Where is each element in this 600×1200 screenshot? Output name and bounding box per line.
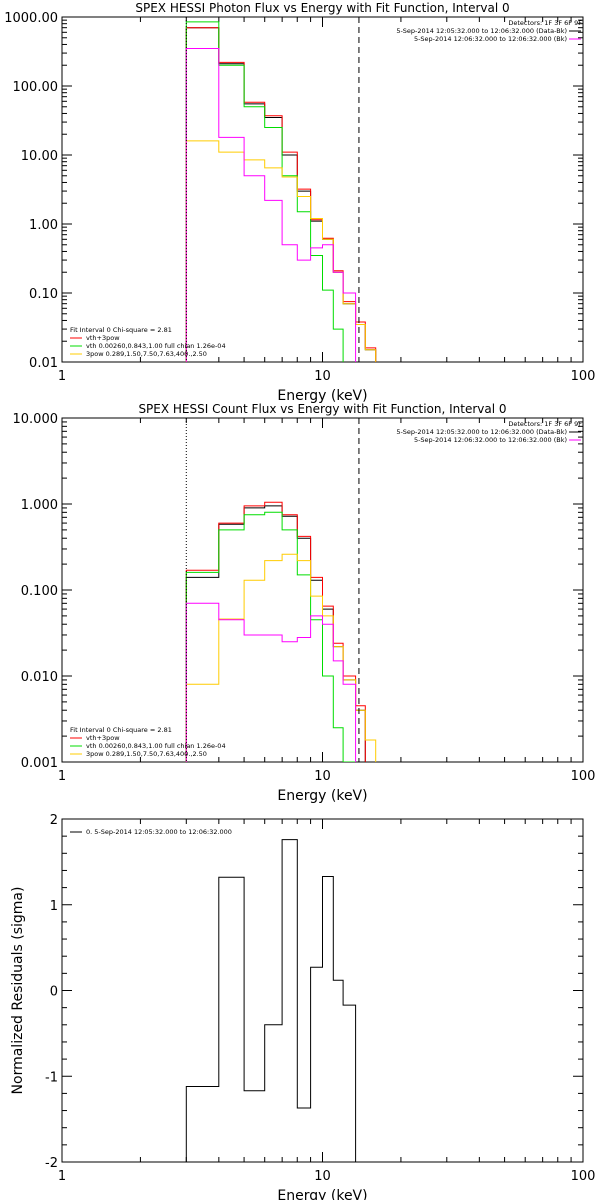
- panel-photon: 1 10 100 Energy (keV) 0.01 0.10 1.00 10.00 100.0…: [4, 1, 595, 404]
- series-group: [185, 839, 357, 1162]
- series-vth-3pow-line: [185, 27, 377, 362]
- legend-top-entry-text: 5-Sep-2014 12:05:32.000 to 12:06:32.000 …: [396, 428, 567, 436]
- y-tick-label: 0.010: [21, 670, 58, 685]
- legend-bottom-entry-text: 3pow 0.289,1.50,7.50,7.63,400.,2.50: [86, 750, 207, 758]
- x-axis-label: Energy (keV): [277, 788, 367, 804]
- legend-bottom-entry-text: vth+3pow: [86, 734, 120, 742]
- y-tick-label: 0.001: [21, 756, 58, 771]
- fit-legend-header: Fit Interval 0 Chi-square = 2.81: [70, 726, 172, 734]
- x-axis-label: Energy (keV): [277, 1188, 367, 1200]
- fit-legend-header: Fit Interval 0 Chi-square = 2.81: [70, 326, 172, 334]
- x-tick-label: 100: [571, 1169, 596, 1184]
- y-tick-label: 10.000: [13, 412, 59, 427]
- x-tick-label: 10: [314, 1169, 331, 1184]
- x-tick-label: 10: [314, 769, 331, 784]
- series-3pow-line: [185, 553, 377, 762]
- legend-bottom-entry-text: 3pow 0.289,1.50,7.50,7.63,400.,2.50: [86, 350, 207, 358]
- x-tick-label: 1: [58, 1169, 66, 1184]
- plot-frame: [61, 16, 584, 363]
- x-axis-label: Energy (keV): [277, 388, 367, 404]
- x-tick-label: 100: [571, 369, 596, 384]
- y-tick-label: 100.00: [13, 80, 59, 95]
- detectors-legend-header: Detectors: 1F 3F 6F 9F: [508, 420, 582, 428]
- legend-top-entry-text: 5-Sep-2014 12:06:32.000 to 12:06:32.000 …: [414, 35, 567, 43]
- legend-bottom-entry-text: vth+3pow: [86, 334, 120, 342]
- y-tick-label: 1.000: [21, 498, 58, 513]
- plot-frame: [61, 818, 584, 1163]
- y-tick-label: 10.00: [21, 149, 58, 164]
- series-0-5-sep-2014-12-05-32-000-to-12-06-32-000-line: [185, 839, 357, 1162]
- detectors-legend-header: Detectors: 1F 3F 6F 9F: [508, 19, 582, 27]
- y-tick-label: 0: [50, 985, 58, 1000]
- legend-bottom-entry-text: vth 0.00260,0.843,1.00 full chian 1.26e-…: [86, 742, 226, 750]
- chart-title: SPEX HESSI Count Flux vs Energy with Fit…: [138, 402, 506, 416]
- y-tick-label: 1.00: [29, 218, 58, 233]
- series-bk-line: [185, 602, 357, 762]
- y-tick-label: 0.01: [29, 356, 58, 371]
- series-data-bk-line: [185, 27, 377, 362]
- panel-residuals: 1 10 100 Energy (keV) -2 -1 0 1 2 Normalized Resi…: [10, 813, 595, 1200]
- y-tick-label: 0.100: [21, 584, 58, 599]
- x-tick-label: 1: [58, 369, 66, 384]
- residual-legend-text: 0. 5-Sep-2014 12:05:32.000 to 12:06:32.0…: [86, 828, 232, 836]
- legend-top-entry-text: 5-Sep-2014 12:06:32.000 to 12:06:32.000 …: [414, 436, 567, 444]
- y-tick-label: 2: [50, 813, 58, 828]
- chart-title: SPEX HESSI Photon Flux vs Energy with Fi…: [135, 1, 509, 15]
- series-group: [185, 501, 377, 762]
- series-3pow-line: [185, 140, 377, 362]
- y-axis-label: Normalized Residuals (sigma): [10, 887, 26, 1095]
- legend-top-entry-text: 5-Sep-2014 12:05:32.000 to 12:06:32.000 …: [396, 27, 567, 35]
- y-tick-label: -2: [45, 1156, 58, 1171]
- series-group: [185, 21, 377, 362]
- series-vth-3pow-line: [185, 501, 366, 762]
- series-data-bk-line: [185, 505, 366, 762]
- x-tick-label: 1: [58, 769, 66, 784]
- series-bk-line: [185, 48, 357, 362]
- y-tick-label: -1: [45, 1070, 58, 1085]
- y-tick-label: 0.10: [29, 287, 58, 302]
- legend-bottom-entry-text: vth 0.00260,0.843,1.00 full chian 1.26e-…: [86, 342, 226, 350]
- y-tick-label: 1: [50, 899, 58, 914]
- y-tick-label: 1000.00: [4, 11, 58, 26]
- series-vth-line: [185, 511, 357, 762]
- x-tick-label: 100: [571, 769, 596, 784]
- series-vth-line: [185, 21, 344, 362]
- panel-count: 1 10 100 Energy (keV) 0.001 0.010 0.100 1.000 10…: [13, 402, 596, 804]
- x-tick-label: 10: [314, 369, 331, 384]
